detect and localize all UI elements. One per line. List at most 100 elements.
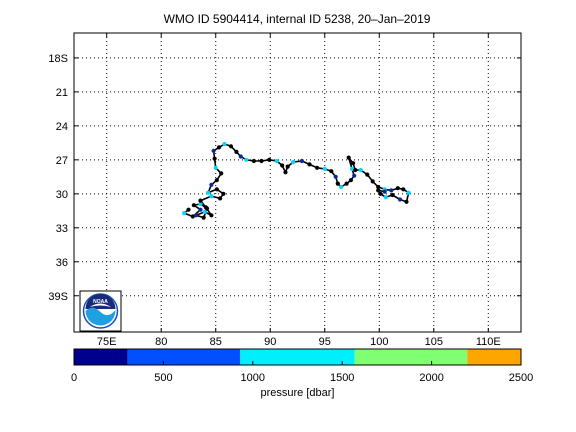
lon-tick-label: 110E bbox=[476, 336, 501, 348]
logo-text: NOAA bbox=[93, 299, 108, 305]
profile-point bbox=[203, 205, 208, 210]
profile-point bbox=[353, 167, 358, 173]
grid bbox=[74, 33, 521, 332]
map-title: WMO ID 5904414, internal ID 5238, 20–Jan… bbox=[164, 12, 431, 26]
profile-point bbox=[244, 157, 249, 162]
map-panel: 18S 21 24 27 30 33 36 39S 75E 80 85 90 95 100 105 110E bbox=[48, 32, 522, 348]
profile-point bbox=[322, 166, 327, 171]
profile-point bbox=[376, 188, 381, 193]
colorbar-tick-label: 500 bbox=[154, 372, 172, 384]
colorbar-tick-label: 1000 bbox=[241, 372, 265, 384]
profile-point bbox=[291, 160, 296, 165]
profile-point bbox=[182, 211, 187, 216]
profile-point bbox=[212, 156, 217, 161]
profile-point bbox=[211, 148, 216, 153]
colorbar-frame bbox=[73, 348, 522, 366]
noaa-logo: NOAA bbox=[79, 290, 122, 332]
profile-point bbox=[329, 169, 334, 174]
lon-tick-label: 95 bbox=[319, 336, 331, 348]
profile-point bbox=[228, 144, 234, 149]
profile-point bbox=[202, 209, 207, 214]
profile-point bbox=[267, 157, 272, 162]
profile-point bbox=[234, 149, 239, 154]
lat-tick-label: 27 bbox=[56, 155, 68, 167]
profile-point bbox=[222, 141, 227, 147]
lat-tick-label: 33 bbox=[56, 223, 68, 235]
profile-point bbox=[406, 190, 411, 195]
colorbar-bin bbox=[467, 349, 521, 365]
profile-point bbox=[274, 158, 279, 164]
lat-tick-label: 30 bbox=[56, 189, 68, 201]
profile-point bbox=[221, 191, 226, 196]
profile-point bbox=[349, 166, 355, 171]
profile-point bbox=[201, 215, 206, 220]
profile-point bbox=[390, 192, 395, 198]
profile-point bbox=[194, 213, 199, 218]
colorbar-bins bbox=[74, 349, 521, 365]
lat-tick-label: 24 bbox=[56, 121, 68, 133]
colorbar-label: pressure [dbar] bbox=[261, 387, 335, 399]
profile-point bbox=[213, 165, 218, 170]
profile-point bbox=[259, 158, 264, 164]
profile-point bbox=[395, 186, 400, 191]
lat-tick-label: 36 bbox=[56, 257, 68, 269]
profile-point bbox=[280, 163, 285, 168]
profile-point bbox=[335, 181, 340, 186]
colorbar-bin bbox=[127, 349, 241, 365]
profile-point bbox=[389, 188, 394, 193]
profile-point bbox=[198, 207, 203, 212]
profile-point bbox=[404, 199, 409, 204]
profile-point bbox=[307, 162, 312, 167]
profile-point bbox=[285, 164, 290, 169]
profile-point bbox=[376, 184, 381, 190]
profile-point bbox=[251, 158, 256, 164]
lon-tick-label: 100 bbox=[370, 336, 388, 348]
profile-point bbox=[283, 170, 288, 175]
profile-point bbox=[352, 173, 357, 178]
colorbar-ticks: 0 500 1000 1500 2000 2500 bbox=[71, 361, 533, 384]
profile-point bbox=[383, 195, 388, 200]
profile-point bbox=[198, 198, 203, 203]
profile-point bbox=[238, 154, 243, 159]
lon-labels: 75E 80 85 90 95 100 105 110E bbox=[97, 336, 501, 348]
profile-point bbox=[209, 213, 214, 218]
lat-tick-label: 21 bbox=[56, 87, 68, 99]
profile-point bbox=[214, 187, 219, 192]
profile-point bbox=[358, 167, 363, 173]
lat-labels: 18S 21 24 27 30 33 36 39S bbox=[48, 53, 68, 303]
lon-tick-label: 80 bbox=[155, 336, 167, 348]
profile-point bbox=[351, 161, 356, 166]
profile-point bbox=[219, 171, 224, 176]
profile-point bbox=[344, 181, 349, 186]
colorbar-tick-label: 2500 bbox=[509, 372, 533, 384]
profile-point bbox=[191, 203, 196, 208]
colorbar-tick-label: 1500 bbox=[330, 372, 354, 384]
lon-tick-label: 105 bbox=[425, 336, 443, 348]
profile-point bbox=[382, 189, 387, 194]
profile-point bbox=[370, 179, 375, 184]
lat-tick-label: 39S bbox=[48, 291, 68, 303]
profile-point bbox=[401, 187, 406, 192]
profile-point bbox=[339, 184, 344, 190]
profile-point bbox=[209, 182, 214, 187]
lon-tick-label: 75E bbox=[97, 336, 117, 348]
map-frame bbox=[73, 32, 522, 333]
profile-point bbox=[198, 201, 203, 207]
colorbar-bin bbox=[74, 349, 128, 365]
lat-tick-label: 18S bbox=[48, 53, 68, 65]
lon-tick-label: 90 bbox=[264, 336, 276, 348]
profile-point bbox=[365, 172, 370, 177]
colorbar-tick-label: 2000 bbox=[419, 372, 443, 384]
profile-point bbox=[315, 165, 320, 170]
profile-point bbox=[218, 196, 223, 201]
profile-point bbox=[346, 155, 351, 160]
profile-point bbox=[216, 145, 222, 150]
profile-point bbox=[209, 194, 214, 199]
profile-point bbox=[299, 158, 304, 164]
colorbar-bin bbox=[240, 349, 355, 365]
profile-point bbox=[348, 178, 353, 183]
logo-gull bbox=[90, 303, 111, 307]
float-track bbox=[182, 141, 411, 220]
profile-point bbox=[333, 174, 338, 179]
